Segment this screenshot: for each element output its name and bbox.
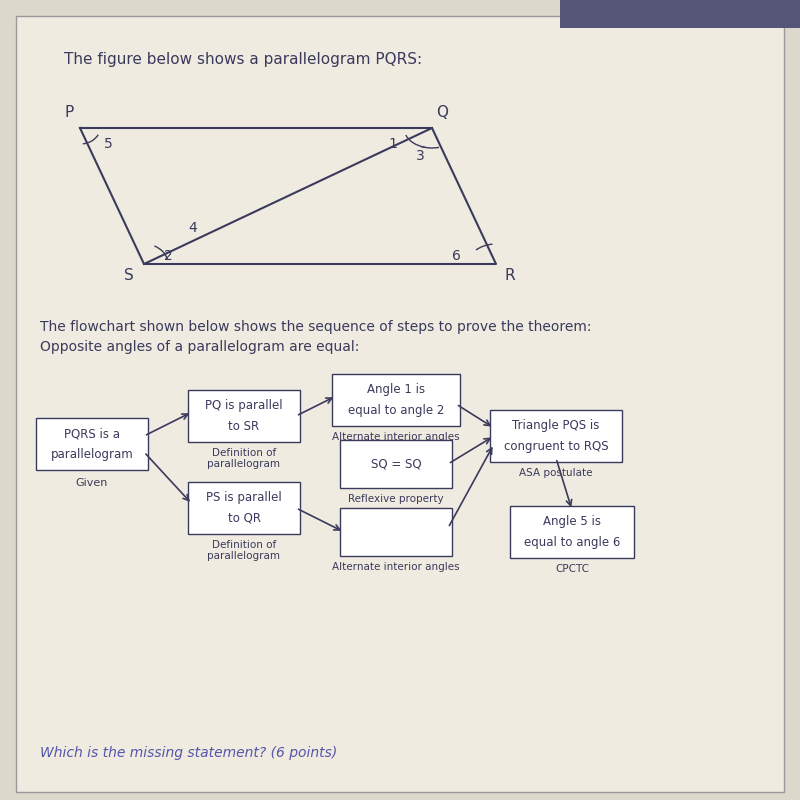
Text: Alternate interior angles: Alternate interior angles xyxy=(332,432,460,442)
Text: The figure below shows a parallelogram PQRS:: The figure below shows a parallelogram P… xyxy=(64,52,422,67)
Text: S: S xyxy=(124,268,134,283)
Text: PQ is parallel: PQ is parallel xyxy=(205,399,283,412)
Text: PS is parallel: PS is parallel xyxy=(206,491,282,504)
Text: to QR: to QR xyxy=(227,512,261,525)
FancyBboxPatch shape xyxy=(332,374,460,426)
Text: ASA postulate: ASA postulate xyxy=(519,467,593,478)
Text: parallelogram: parallelogram xyxy=(50,448,134,461)
Text: R: R xyxy=(504,268,514,283)
Text: to SR: to SR xyxy=(229,420,259,433)
FancyBboxPatch shape xyxy=(340,508,452,556)
Text: CPCTC: CPCTC xyxy=(555,563,589,574)
Text: 5: 5 xyxy=(104,137,113,151)
Text: Triangle PQS is: Triangle PQS is xyxy=(512,419,600,432)
Text: equal to angle 6: equal to angle 6 xyxy=(524,536,620,549)
Text: P: P xyxy=(64,105,74,120)
Text: Angle 1 is: Angle 1 is xyxy=(367,383,425,396)
Text: 1: 1 xyxy=(388,137,397,151)
Text: equal to angle 2: equal to angle 2 xyxy=(348,404,444,417)
Text: The flowchart shown below shows the sequence of steps to prove the theorem:: The flowchart shown below shows the sequ… xyxy=(40,320,591,334)
Text: 3: 3 xyxy=(416,149,425,163)
FancyBboxPatch shape xyxy=(510,506,634,558)
Text: Opposite angles of a parallelogram are equal:: Opposite angles of a parallelogram are e… xyxy=(40,340,359,354)
FancyBboxPatch shape xyxy=(560,0,800,28)
Text: Definition of
parallelogram: Definition of parallelogram xyxy=(207,540,281,562)
Text: congruent to RQS: congruent to RQS xyxy=(504,440,608,453)
FancyBboxPatch shape xyxy=(490,410,622,462)
Text: Given: Given xyxy=(76,478,108,488)
Text: PQRS is a: PQRS is a xyxy=(64,427,120,440)
Text: 6: 6 xyxy=(452,249,461,263)
Text: Alternate interior angles: Alternate interior angles xyxy=(332,562,460,571)
FancyBboxPatch shape xyxy=(36,418,148,470)
Text: Angle 5 is: Angle 5 is xyxy=(543,515,601,528)
FancyBboxPatch shape xyxy=(188,482,300,534)
Text: 2: 2 xyxy=(164,249,173,263)
FancyBboxPatch shape xyxy=(340,440,452,488)
Text: 4: 4 xyxy=(188,221,197,235)
Text: Definition of
parallelogram: Definition of parallelogram xyxy=(207,448,281,469)
Text: Q: Q xyxy=(436,105,448,120)
FancyBboxPatch shape xyxy=(16,16,784,792)
Text: SQ = SQ: SQ = SQ xyxy=(370,458,422,470)
Text: Reflexive property: Reflexive property xyxy=(348,494,444,504)
FancyBboxPatch shape xyxy=(188,390,300,442)
Text: Which is the missing statement? (6 points): Which is the missing statement? (6 point… xyxy=(40,746,338,760)
